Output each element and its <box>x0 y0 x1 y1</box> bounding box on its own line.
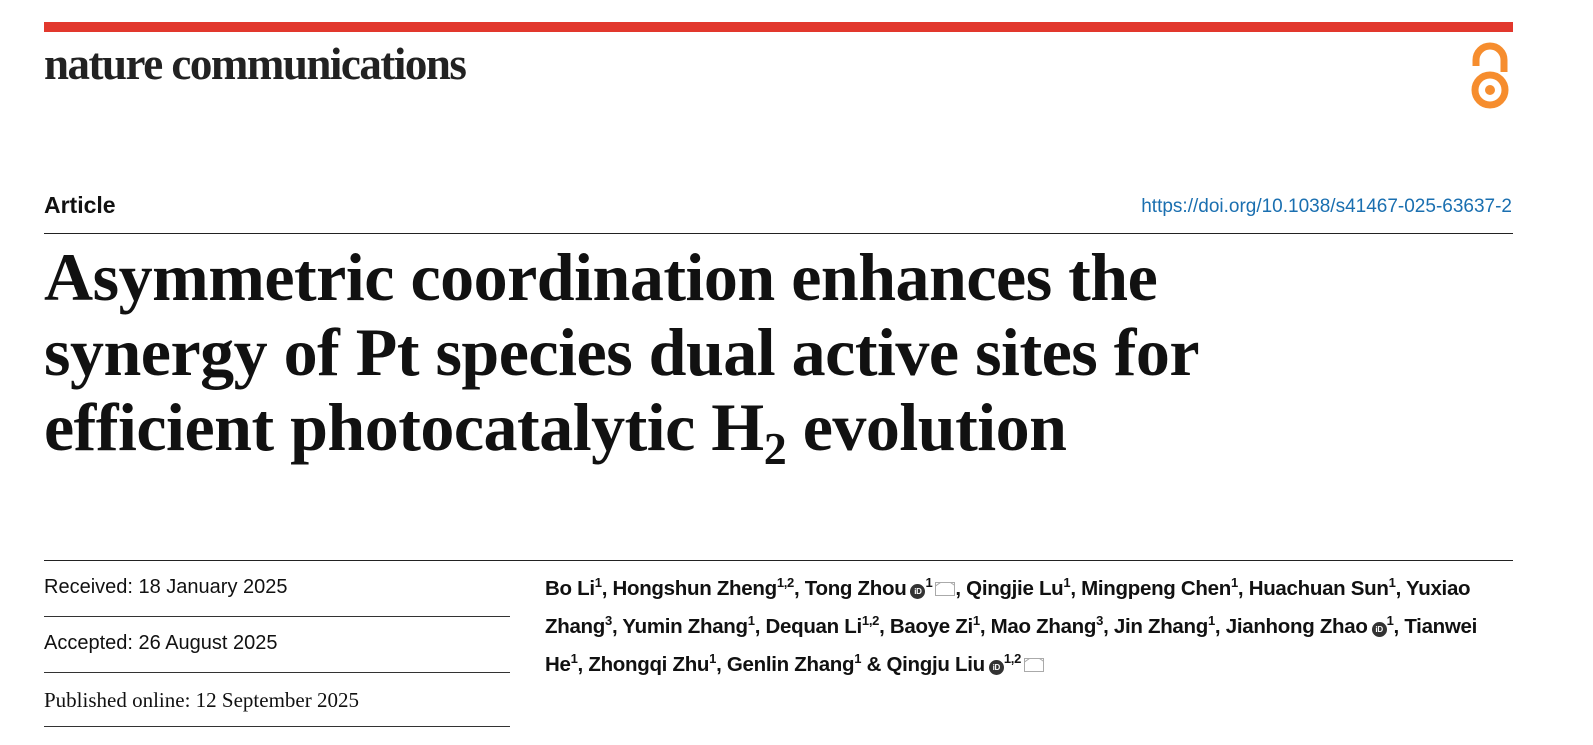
divider <box>44 726 510 727</box>
separator: , <box>955 577 967 600</box>
affiliation-superscript: 1 <box>972 613 980 629</box>
affiliation-superscript: 3 <box>1096 613 1104 629</box>
affiliation-superscript: 1 <box>925 575 933 591</box>
separator: , <box>1070 577 1082 600</box>
affiliation-superscript: 1 <box>854 651 862 667</box>
affiliation-superscript: 1,2 <box>861 613 880 629</box>
separator: , <box>1103 615 1114 638</box>
affiliation-superscript: 1 <box>1207 613 1215 629</box>
doi-link[interactable]: https://doi.org/10.1038/s41467-025-63637… <box>1141 196 1512 217</box>
subscript: 2 <box>763 423 787 474</box>
divider <box>44 560 1513 561</box>
separator: , <box>979 615 991 638</box>
separator: , <box>1214 615 1226 638</box>
affiliation-superscript: 1 <box>594 575 602 591</box>
orcid-icon[interactable]: iD <box>1371 622 1387 637</box>
author-name[interactable]: Qingjie Lu <box>966 577 1064 600</box>
author-name[interactable]: Zhongqi Zhu <box>588 653 710 676</box>
received-date: Received: 18 January 2025 <box>44 576 288 598</box>
orcid-icon[interactable]: iD <box>988 660 1004 675</box>
author-name[interactable]: Jin Zhang <box>1113 615 1208 638</box>
email-icon[interactable] <box>935 582 956 596</box>
journal-brand-bar <box>44 22 1513 32</box>
email-icon[interactable] <box>1024 658 1044 672</box>
article-type: Article <box>44 192 116 218</box>
author-name[interactable]: Mao Zhang <box>990 615 1097 638</box>
separator: , <box>879 615 890 638</box>
title-line: synergy of Pt species dual active sites … <box>44 314 1200 390</box>
affiliation-superscript: 1 <box>709 651 717 667</box>
author-name[interactable]: Dequan Li <box>765 615 863 638</box>
affiliation-superscript: 1 <box>1388 575 1396 591</box>
author-list: Bo Li1, Hongshun Zheng1,2, Tong Zhou iD1,… <box>545 570 1485 684</box>
affiliation-superscript: 1 <box>747 613 755 629</box>
separator: , <box>577 653 589 676</box>
separator: , <box>793 577 805 600</box>
affiliation-superscript: 1 <box>1230 575 1238 591</box>
accepted-date: Accepted: 26 August 2025 <box>44 632 278 654</box>
affiliation-superscript: 1 <box>1063 575 1071 591</box>
separator: & <box>861 653 887 676</box>
affiliation-superscript: 1 <box>570 651 578 667</box>
author-name[interactable]: Hongshun Zheng <box>612 577 777 600</box>
affiliation-superscript: 1,2 <box>776 575 794 591</box>
separator: , <box>716 653 727 676</box>
separator: , <box>611 615 623 638</box>
orcid-icon[interactable]: iD <box>910 584 926 599</box>
journal-logo[interactable]: nature communications <box>44 39 467 89</box>
separator: , <box>754 615 766 638</box>
divider <box>44 233 1513 234</box>
author-name[interactable]: Yumin Zhang <box>622 615 748 638</box>
title-line: Asymmetric coordination enhances the <box>44 239 1158 315</box>
separator: , <box>1393 615 1405 638</box>
title-line: evolution <box>786 389 1067 465</box>
author-name[interactable]: Baoye Zi <box>889 615 973 638</box>
author-name[interactable]: Huachuan Sun <box>1248 577 1389 600</box>
open-access-icon <box>1471 42 1509 109</box>
title-line: efficient photocatalytic H <box>44 389 764 465</box>
divider <box>44 616 510 617</box>
affiliation-superscript: 3 <box>605 613 612 629</box>
article-title: Asymmetric coordination enhances the syn… <box>44 239 1524 472</box>
author-name[interactable]: Jianhong Zhao <box>1225 615 1368 638</box>
author-name[interactable]: Mingpeng Chen <box>1081 577 1231 600</box>
published-date: Published online: 12 September 2025 <box>44 688 359 712</box>
divider <box>44 672 510 673</box>
author-name[interactable]: Qingju Liu <box>886 653 985 676</box>
author-name[interactable]: Bo Li <box>545 577 595 600</box>
author-name[interactable]: Genlin Zhang <box>726 653 855 676</box>
author-name[interactable]: Yuxiao Zhang <box>545 577 1471 638</box>
author-name[interactable]: Tong Zhou <box>804 577 907 600</box>
affiliation-superscript: 1 <box>1386 613 1394 629</box>
separator: , <box>1395 577 1406 600</box>
separator: , <box>601 577 613 600</box>
affiliation-superscript: 1,2 <box>1003 651 1021 667</box>
separator: , <box>1237 577 1249 600</box>
author-name[interactable]: Tianwei He <box>545 615 1478 676</box>
